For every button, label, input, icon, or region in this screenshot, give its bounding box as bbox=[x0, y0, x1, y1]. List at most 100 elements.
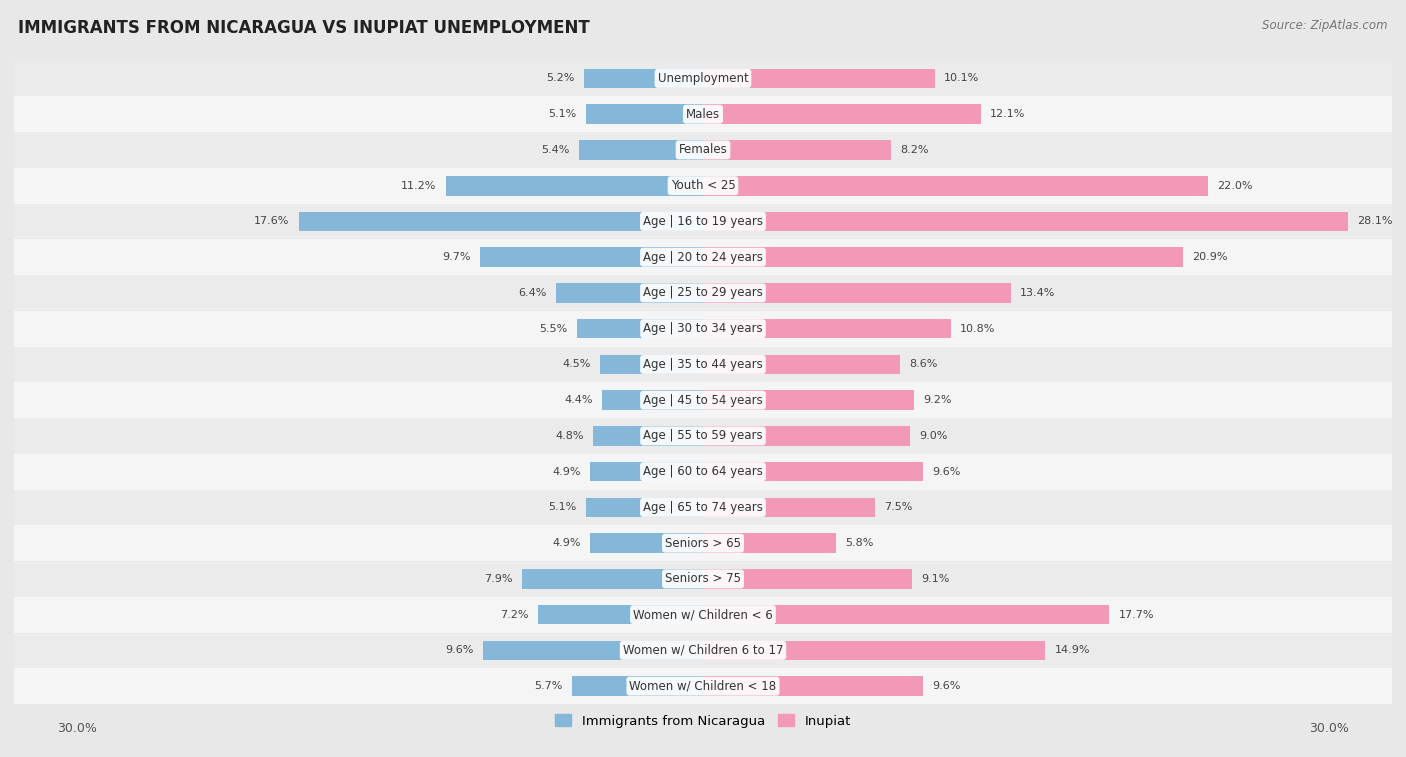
Text: 5.1%: 5.1% bbox=[548, 109, 576, 119]
Text: IMMIGRANTS FROM NICARAGUA VS INUPIAT UNEMPLOYMENT: IMMIGRANTS FROM NICARAGUA VS INUPIAT UNE… bbox=[18, 19, 591, 37]
Bar bbox=[14, 597, 1392, 633]
Text: 9.0%: 9.0% bbox=[920, 431, 948, 441]
Text: 4.9%: 4.9% bbox=[553, 466, 581, 477]
Text: 4.5%: 4.5% bbox=[562, 360, 591, 369]
Bar bbox=[14, 633, 1392, 668]
Text: 5.8%: 5.8% bbox=[845, 538, 873, 548]
Text: Youth < 25: Youth < 25 bbox=[671, 179, 735, 192]
Text: 4.8%: 4.8% bbox=[555, 431, 583, 441]
Text: Source: ZipAtlas.com: Source: ZipAtlas.com bbox=[1263, 19, 1388, 32]
Text: 22.0%: 22.0% bbox=[1218, 181, 1253, 191]
Bar bbox=[299, 212, 703, 231]
Text: Women w/ Children 6 to 17: Women w/ Children 6 to 17 bbox=[623, 644, 783, 657]
Bar bbox=[14, 239, 1392, 275]
Text: 9.6%: 9.6% bbox=[932, 681, 962, 691]
Bar bbox=[14, 382, 1392, 418]
Text: 4.4%: 4.4% bbox=[564, 395, 593, 405]
Text: 10.1%: 10.1% bbox=[945, 73, 980, 83]
Bar bbox=[703, 354, 900, 374]
Text: 8.6%: 8.6% bbox=[910, 360, 938, 369]
Text: 7.2%: 7.2% bbox=[501, 609, 529, 620]
Text: 9.1%: 9.1% bbox=[921, 574, 949, 584]
Bar bbox=[14, 668, 1392, 704]
Text: Age | 30 to 34 years: Age | 30 to 34 years bbox=[643, 322, 763, 335]
Bar bbox=[14, 311, 1392, 347]
Text: 5.7%: 5.7% bbox=[534, 681, 562, 691]
Text: Males: Males bbox=[686, 107, 720, 120]
Text: 9.6%: 9.6% bbox=[932, 466, 962, 477]
Text: 17.7%: 17.7% bbox=[1119, 609, 1154, 620]
Text: Seniors > 75: Seniors > 75 bbox=[665, 572, 741, 585]
Text: Unemployment: Unemployment bbox=[658, 72, 748, 85]
Bar bbox=[14, 132, 1392, 168]
Text: 10.8%: 10.8% bbox=[960, 324, 995, 334]
Bar bbox=[703, 104, 981, 124]
Text: Seniors > 65: Seniors > 65 bbox=[665, 537, 741, 550]
Bar bbox=[14, 418, 1392, 453]
Bar bbox=[586, 497, 703, 517]
Bar bbox=[14, 347, 1392, 382]
Bar bbox=[14, 561, 1392, 597]
Text: 8.2%: 8.2% bbox=[900, 145, 929, 155]
Text: Women w/ Children < 6: Women w/ Children < 6 bbox=[633, 608, 773, 621]
Bar bbox=[703, 676, 924, 696]
Bar bbox=[703, 640, 1045, 660]
Bar bbox=[555, 283, 703, 303]
Bar bbox=[602, 391, 703, 410]
Text: Age | 55 to 59 years: Age | 55 to 59 years bbox=[643, 429, 763, 442]
Bar bbox=[446, 176, 703, 195]
Text: 11.2%: 11.2% bbox=[401, 181, 437, 191]
Text: 14.9%: 14.9% bbox=[1054, 646, 1090, 656]
Bar bbox=[14, 525, 1392, 561]
Bar bbox=[583, 69, 703, 89]
Text: Age | 60 to 64 years: Age | 60 to 64 years bbox=[643, 465, 763, 478]
Bar bbox=[593, 426, 703, 446]
Text: 9.2%: 9.2% bbox=[924, 395, 952, 405]
Bar bbox=[14, 204, 1392, 239]
Text: 28.1%: 28.1% bbox=[1358, 217, 1393, 226]
Bar bbox=[522, 569, 703, 589]
Text: 5.1%: 5.1% bbox=[548, 503, 576, 512]
Text: Age | 16 to 19 years: Age | 16 to 19 years bbox=[643, 215, 763, 228]
Bar bbox=[576, 319, 703, 338]
Bar bbox=[703, 391, 914, 410]
Bar bbox=[591, 534, 703, 553]
Text: 13.4%: 13.4% bbox=[1019, 288, 1056, 298]
Text: 5.5%: 5.5% bbox=[540, 324, 568, 334]
Legend: Immigrants from Nicaragua, Inupiat: Immigrants from Nicaragua, Inupiat bbox=[550, 709, 856, 733]
Text: 5.2%: 5.2% bbox=[546, 73, 575, 83]
Text: Age | 65 to 74 years: Age | 65 to 74 years bbox=[643, 501, 763, 514]
Text: Females: Females bbox=[679, 143, 727, 157]
Text: 9.6%: 9.6% bbox=[444, 646, 474, 656]
Bar bbox=[703, 534, 837, 553]
Bar bbox=[579, 140, 703, 160]
Bar bbox=[703, 69, 935, 89]
Bar bbox=[703, 140, 891, 160]
Text: Age | 20 to 24 years: Age | 20 to 24 years bbox=[643, 251, 763, 263]
Text: 12.1%: 12.1% bbox=[990, 109, 1025, 119]
Text: 5.4%: 5.4% bbox=[541, 145, 569, 155]
Bar bbox=[482, 640, 703, 660]
Bar bbox=[703, 176, 1208, 195]
Text: Age | 45 to 54 years: Age | 45 to 54 years bbox=[643, 394, 763, 407]
Bar bbox=[14, 275, 1392, 311]
Text: Women w/ Children < 18: Women w/ Children < 18 bbox=[630, 680, 776, 693]
Bar bbox=[14, 490, 1392, 525]
Bar bbox=[703, 605, 1109, 625]
Text: 20.9%: 20.9% bbox=[1192, 252, 1227, 262]
Bar bbox=[599, 354, 703, 374]
Bar bbox=[591, 462, 703, 481]
Text: 9.7%: 9.7% bbox=[443, 252, 471, 262]
Text: 7.5%: 7.5% bbox=[884, 503, 912, 512]
Text: Age | 25 to 29 years: Age | 25 to 29 years bbox=[643, 286, 763, 300]
Bar bbox=[703, 569, 912, 589]
Text: 17.6%: 17.6% bbox=[254, 217, 290, 226]
Bar bbox=[703, 212, 1348, 231]
Text: 7.9%: 7.9% bbox=[484, 574, 512, 584]
Bar bbox=[703, 462, 924, 481]
Bar bbox=[703, 248, 1182, 267]
Text: 4.9%: 4.9% bbox=[553, 538, 581, 548]
Text: 6.4%: 6.4% bbox=[519, 288, 547, 298]
Bar bbox=[14, 61, 1392, 96]
Bar bbox=[703, 426, 910, 446]
